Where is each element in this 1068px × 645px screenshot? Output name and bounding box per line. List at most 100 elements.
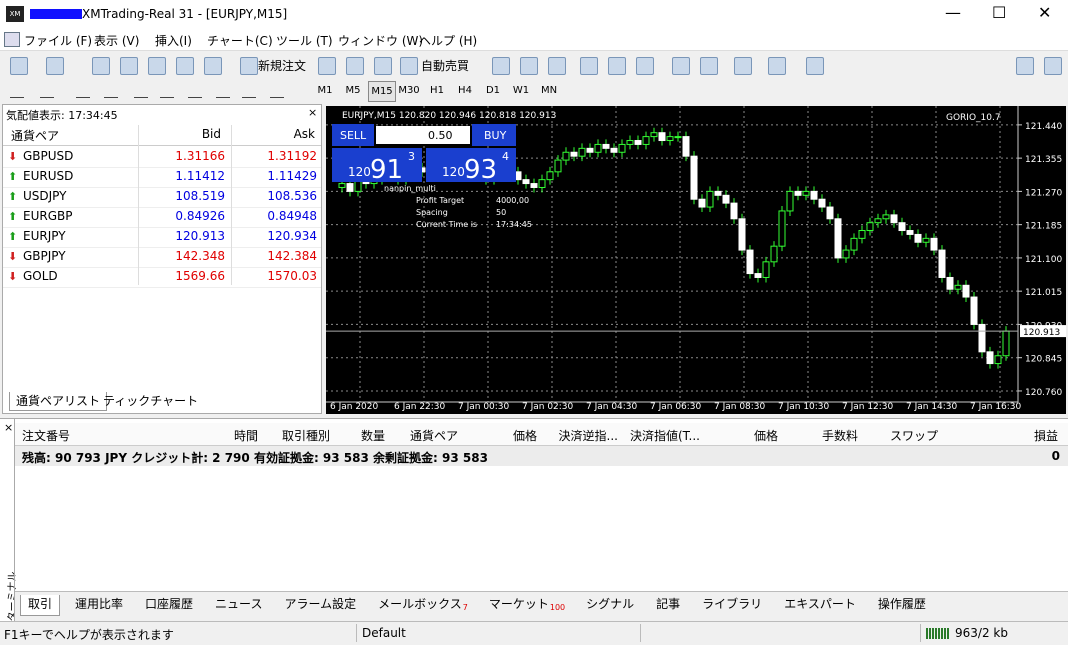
y-tick-label: 121.185: [1025, 222, 1062, 232]
draw-tool[interactable]: [160, 83, 174, 98]
row-line: [3, 247, 321, 248]
y-tick-label: 121.440: [1025, 122, 1062, 132]
row-line: [3, 207, 321, 208]
draw-tool[interactable]: [270, 83, 284, 98]
terminal-tab[interactable]: エキスパート: [784, 597, 856, 611]
terminal-tab[interactable]: ライブラリ: [702, 597, 763, 611]
tool-button[interactable]: [806, 57, 824, 75]
terminal-tab[interactable]: メールボックス: [378, 597, 462, 611]
new-order-button[interactable]: 新規注文: [258, 59, 307, 73]
timeframe-button[interactable]: M30: [398, 85, 420, 96]
tool-button[interactable]: [520, 57, 538, 75]
panel-tab[interactable]: 通貨ペアリスト: [9, 392, 108, 411]
tool-button[interactable]: [492, 57, 510, 75]
draw-tool[interactable]: [104, 83, 118, 98]
tool-button[interactable]: [120, 57, 138, 75]
terminal-tab[interactable]: 操作履歴: [877, 597, 926, 611]
terminal-tab[interactable]: 取引: [20, 595, 61, 616]
column-header: Bid: [201, 127, 221, 141]
symbol[interactable]: GBPJPY: [23, 249, 66, 263]
terminal-tab[interactable]: 記事: [656, 597, 681, 611]
terminal-tab[interactable]: ニュース: [215, 597, 263, 611]
tool-button[interactable]: [92, 57, 110, 75]
tool-button[interactable]: [318, 57, 336, 75]
indicator-name: GORIO_10.7: [946, 113, 1001, 123]
tool-button[interactable]: [1016, 57, 1034, 75]
timeframe-button[interactable]: M5: [345, 85, 361, 96]
timeframe-button[interactable]: H4: [458, 85, 472, 96]
draw-tool[interactable]: [188, 83, 202, 98]
column-header: スワップ: [889, 429, 938, 443]
tool-button[interactable]: [700, 57, 718, 75]
tool-button[interactable]: [204, 57, 222, 75]
tool-button[interactable]: [148, 57, 166, 75]
tool-button[interactable]: [240, 57, 258, 75]
buy-price-prefix: 120: [442, 165, 465, 179]
draw-tool[interactable]: [76, 83, 90, 98]
menu-item[interactable]: ツール (T): [276, 34, 333, 48]
timeframe-button[interactable]: MN: [540, 85, 558, 96]
timeframe-button[interactable]: M15: [368, 81, 396, 102]
panel-close[interactable]: ×: [308, 106, 318, 119]
menu-item[interactable]: 挿入(I): [155, 34, 192, 48]
tool-button[interactable]: [400, 57, 418, 75]
symbol[interactable]: EURGBP: [23, 209, 73, 223]
menu-item[interactable]: ウィンドウ (W): [338, 34, 424, 48]
tool-button[interactable]: [374, 57, 392, 75]
maximize[interactable]: ☐: [992, 3, 1007, 22]
lot-value: 0.50: [428, 129, 453, 142]
tool-button[interactable]: [46, 57, 64, 75]
tool-button[interactable]: [548, 57, 566, 75]
candle-body: [842, 249, 850, 259]
menu-item[interactable]: ファイル (F): [24, 34, 93, 48]
ask: 120.934: [267, 229, 317, 243]
candle-body: [634, 140, 642, 145]
candle-body: [586, 147, 594, 153]
draw-tool[interactable]: [134, 83, 148, 98]
timeframe-button[interactable]: H1: [430, 85, 444, 96]
minimize[interactable]: —: [945, 3, 961, 22]
timeframe-button[interactable]: M1: [317, 85, 333, 96]
terminal-tab[interactable]: 運用比率: [75, 597, 124, 611]
terminal-tab[interactable]: アラーム設定: [284, 597, 357, 611]
timeframe-button[interactable]: W1: [512, 85, 530, 96]
tool-button[interactable]: [1044, 57, 1062, 75]
draw-tool[interactable]: [216, 83, 230, 98]
panel-tab[interactable]: ティックチャート: [103, 394, 199, 408]
tool-button[interactable]: [608, 57, 626, 75]
menu-icon[interactable]: [4, 32, 20, 47]
menu-item[interactable]: チャート(C): [207, 34, 273, 48]
market-watch: 気配値表示: 17:34:45 × 通貨ペア Bid Ask ⬇ GBPUSD 1.31166…: [2, 104, 322, 414]
tool-button[interactable]: [580, 57, 598, 75]
draw-tool[interactable]: [242, 83, 256, 98]
terminal-tab[interactable]: 口座履歴: [145, 597, 194, 611]
draw-tool[interactable]: [10, 83, 24, 98]
draw-tool[interactable]: [40, 83, 54, 98]
tool-button[interactable]: [176, 57, 194, 75]
timeframe-button[interactable]: D1: [485, 85, 501, 96]
symbol[interactable]: GOLD: [23, 269, 58, 283]
auto-trading-button[interactable]: 自動売買: [421, 59, 470, 73]
tool-button[interactable]: [636, 57, 654, 75]
x-tick-label: 7 Jan 14:30: [906, 402, 958, 412]
terminal-close[interactable]: ×: [4, 421, 14, 434]
close[interactable]: ✕: [1038, 3, 1052, 22]
tool-button[interactable]: [10, 57, 28, 75]
tool-button[interactable]: [768, 57, 786, 75]
symbol[interactable]: EURJPY: [23, 229, 66, 243]
column-header: 注文番号: [22, 429, 71, 443]
tool-button[interactable]: [672, 57, 690, 75]
terminal-tab[interactable]: マーケット: [488, 597, 549, 611]
menu-item[interactable]: ヘルプ (H): [419, 34, 478, 48]
tool-button[interactable]: [346, 57, 364, 75]
status-divider: [356, 624, 357, 642]
symbol[interactable]: GBPUSD: [23, 149, 74, 163]
terminal-tab[interactable]: シグナル: [586, 597, 635, 611]
column-header: 価格: [512, 429, 537, 443]
symbol[interactable]: USDJPY: [23, 189, 67, 203]
menu-item[interactable]: 表示 (V): [94, 34, 140, 48]
tool-button[interactable]: [734, 57, 752, 75]
candle-body: [882, 214, 890, 220]
column-header: 時間: [233, 429, 258, 443]
symbol[interactable]: EURUSD: [23, 169, 74, 183]
